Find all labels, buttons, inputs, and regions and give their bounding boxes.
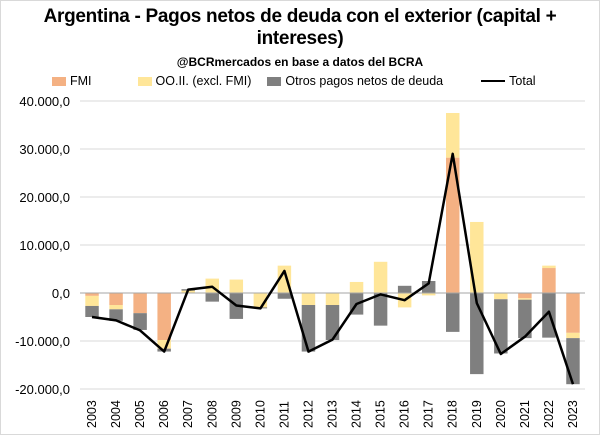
bar-otros (566, 338, 580, 385)
legend-line-total (481, 80, 506, 82)
y-tick-label: 10.000,0 (19, 238, 70, 253)
chart-title: Argentina - Pagos netos de deuda con el … (43, 6, 557, 49)
bar-ooii (518, 298, 532, 300)
x-tick-label: 2016 (398, 400, 412, 428)
legend-item-otros: Otros pagos netos de deuda (267, 74, 443, 88)
bar-otros (518, 299, 532, 339)
chart-subtitle: @BCRmercados en base a datos del BCRA (176, 55, 424, 69)
bar-ooii (566, 332, 580, 339)
bar-fmi (566, 293, 580, 333)
bar-ooii (373, 261, 388, 293)
legend-item-total: Total (481, 74, 536, 88)
y-tick-label: -10.000,0 (15, 334, 70, 349)
x-tick-label: 2003 (85, 400, 99, 428)
bar-ooii (229, 279, 244, 293)
bar-ooii (85, 295, 99, 306)
x-tick-label: 2018 (446, 400, 460, 428)
bar-ooii (325, 293, 340, 305)
bar-otros (470, 293, 484, 375)
bar-fmi (542, 268, 556, 293)
bar-otros (109, 309, 123, 321)
x-tick-label: 2013 (326, 400, 340, 428)
y-tick-label: 20.000,0 (19, 190, 70, 205)
bar-otros (397, 285, 412, 293)
bar-otros (325, 305, 340, 341)
x-tick-label: 2023 (566, 400, 580, 428)
bar-otros (446, 293, 460, 332)
bar-otros (421, 281, 436, 293)
bar-ooii (421, 293, 436, 296)
chart-legend: FMI OO.II. (excl. FMI) Otros pagos netos… (52, 73, 552, 89)
bar-ooii (157, 340, 171, 349)
legend-label-otros: Otros pagos netos de deuda (285, 74, 444, 88)
bar-ooii (301, 293, 316, 305)
x-tick-label: 2004 (109, 400, 123, 428)
legend-swatch-otros (267, 76, 282, 86)
x-tick-label: 2017 (422, 400, 436, 428)
x-tick-label: 2014 (350, 400, 364, 428)
x-tick-label: 2021 (518, 400, 532, 428)
total-line (91, 152, 575, 385)
y-tick-label: 0,0 (52, 286, 70, 301)
x-tick-label: 2022 (542, 400, 556, 428)
x-tick-label: 2015 (374, 400, 388, 428)
bar-otros (277, 293, 292, 299)
x-tick-label: 2006 (157, 400, 171, 428)
legend-item-ooii: OO.II. (excl. FMI) (137, 74, 252, 88)
bar-ooii (109, 305, 123, 310)
x-tick-label: 2020 (494, 400, 508, 428)
x-tick-label: 2009 (229, 400, 243, 428)
legend-swatch-fmi (52, 76, 66, 86)
bar-otros (373, 293, 388, 326)
x-tick-label: 2005 (133, 400, 147, 428)
x-tick-label: 2019 (470, 400, 484, 428)
bar-fmi (157, 293, 171, 341)
legend-label-total: Total (509, 74, 536, 88)
bar-fmi (446, 157, 460, 293)
legend-label-ooii: OO.II. (excl. FMI) (155, 74, 252, 88)
y-tick-label: 40.000,0 (19, 94, 70, 109)
y-tick-label: 30.000,0 (19, 142, 70, 157)
bar-fmi (85, 293, 99, 296)
bar-ooii (542, 265, 556, 269)
x-tick-label: 2008 (205, 400, 219, 428)
y-tick-label: -20.000,0 (15, 382, 70, 397)
bar-fmi (518, 293, 532, 299)
x-tick-label: 2010 (253, 400, 267, 428)
x-tick-label: 2007 (181, 400, 195, 428)
legend-label-fmi: FMI (70, 74, 92, 88)
x-tick-label: 2011 (277, 401, 291, 428)
bar-otros (205, 293, 219, 302)
bar-fmi (133, 293, 147, 314)
bar-ooii (349, 281, 364, 293)
bar-otros (494, 299, 508, 354)
bar-ooii (494, 293, 508, 300)
bar-ooii (470, 221, 484, 293)
bar-otros (85, 305, 99, 317)
bar-ooii (446, 113, 460, 158)
bar-fmi (109, 293, 123, 305)
bar-otros (133, 313, 147, 330)
legend-swatch-ooii (137, 76, 152, 86)
x-tick-label: 2012 (301, 400, 315, 428)
legend-item-fmi: FMI (52, 74, 92, 88)
bar-otros (301, 305, 316, 352)
